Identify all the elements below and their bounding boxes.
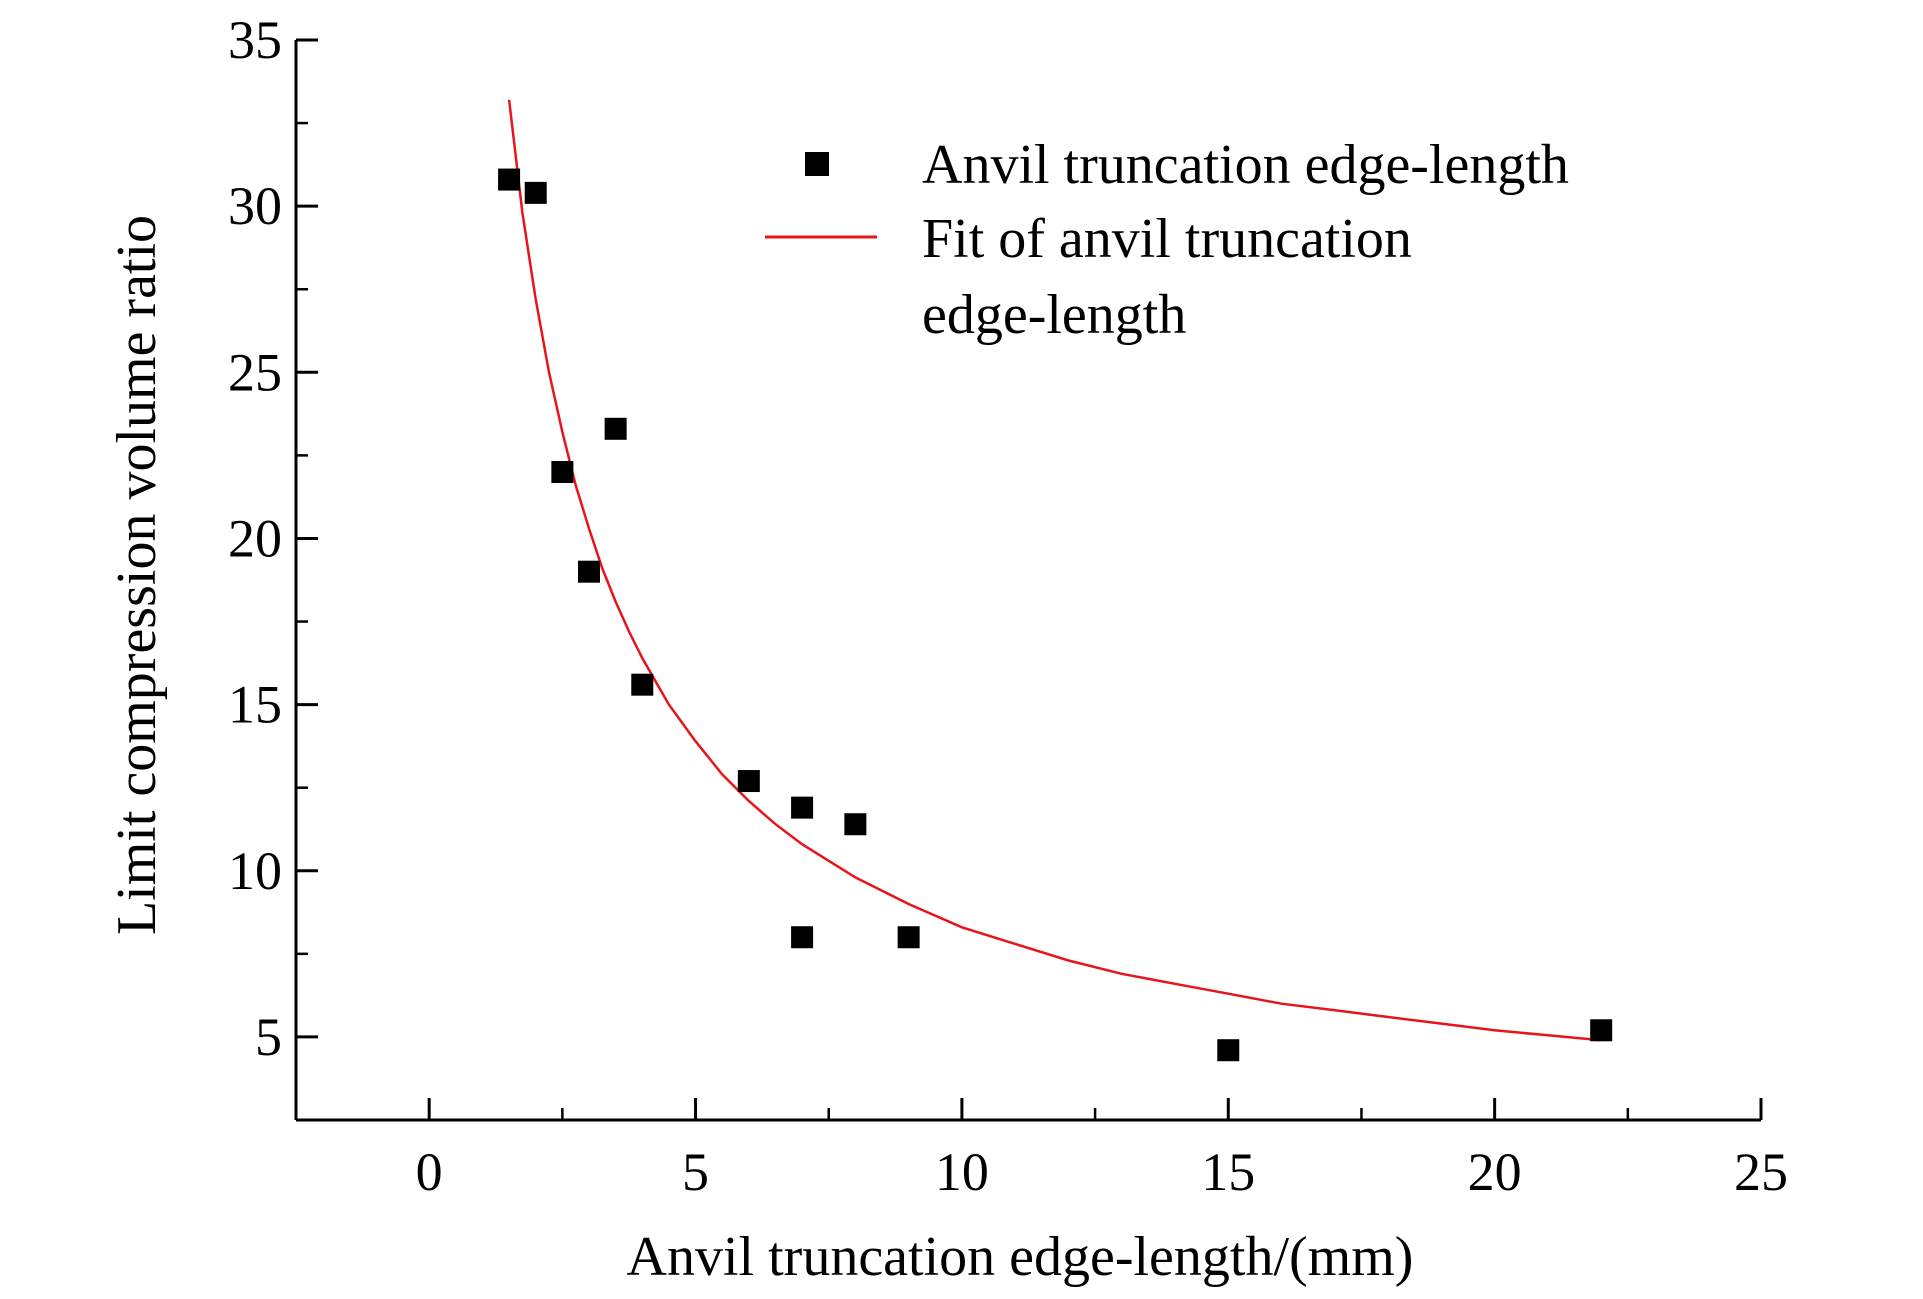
data-point — [791, 926, 814, 949]
x-axis-title: Anvil truncation edge-length/(mm) — [627, 1226, 1414, 1288]
data-point — [897, 926, 920, 949]
y-tick-label: 30 — [228, 176, 282, 236]
data-point — [1590, 1019, 1613, 1042]
x-tick-label: 0 — [416, 1142, 443, 1202]
data-point — [551, 461, 574, 483]
y-axis-title: Limit compression volume ratio — [106, 215, 168, 935]
data-point — [844, 813, 867, 836]
y-tick-label: 20 — [228, 508, 282, 568]
ticks — [294, 38, 1763, 1122]
data-point — [524, 181, 547, 204]
tick-labels: 0 5 10 15 20 25 5 10 15 20 25 30 35 — [228, 10, 1788, 1202]
data-point — [737, 770, 760, 793]
legend: Anvil truncation edge-length Fit of anvi… — [765, 134, 1569, 346]
x-tick-label: 15 — [1201, 1142, 1255, 1202]
y-tick-label: 25 — [228, 342, 282, 402]
data-point — [631, 673, 654, 696]
data-point — [791, 796, 814, 819]
x-tick-label: 20 — [1468, 1142, 1522, 1202]
x-tick-label: 25 — [1734, 1142, 1788, 1202]
axes — [294, 40, 1761, 1122]
data-point — [604, 417, 627, 440]
x-tick-label: 5 — [682, 1142, 709, 1202]
data-point — [1217, 1039, 1240, 1062]
legend-label-scatter: Anvil truncation edge-length — [922, 134, 1569, 196]
fit-layer — [507, 99, 1602, 1042]
y-tick-label: 5 — [255, 1007, 282, 1067]
points-layer — [498, 168, 1613, 1062]
legend-label-fit-line1: Fit of anvil truncation — [922, 208, 1412, 270]
y-tick-label: 35 — [228, 10, 282, 70]
y-tick-label: 10 — [228, 841, 282, 901]
fit-curve — [507, 99, 1602, 1042]
legend-marker-scatter — [805, 152, 829, 176]
legend-label-fit-line2: edge-length — [922, 284, 1186, 346]
x-tick-label: 10 — [935, 1142, 989, 1202]
data-point — [498, 168, 521, 191]
data-point — [578, 560, 600, 583]
y-tick-label: 15 — [228, 675, 282, 735]
